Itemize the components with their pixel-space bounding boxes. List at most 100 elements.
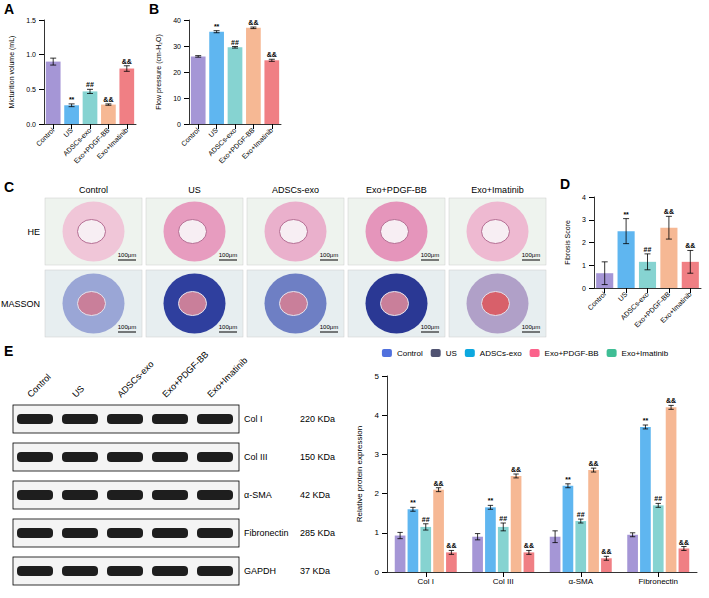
svg-text:220 KDa: 220 KDa — [300, 414, 335, 424]
svg-text:&&: && — [666, 397, 676, 404]
svg-text:5: 5 — [375, 372, 380, 381]
svg-text:100μm: 100μm — [522, 324, 540, 330]
svg-text:US: US — [617, 290, 629, 302]
svg-text:MASSON: MASSON — [1, 299, 40, 309]
svg-text:Fibronectin: Fibronectin — [244, 528, 289, 538]
svg-text:α-SMA: α-SMA — [568, 577, 593, 586]
svg-text:100μm: 100μm — [219, 324, 237, 330]
svg-text:US: US — [446, 349, 457, 358]
svg-text:&&: && — [679, 539, 689, 546]
svg-text:Exo+Imatinib: Exo+Imatinib — [622, 349, 669, 358]
svg-text:1: 1 — [582, 262, 586, 269]
svg-text:&&: && — [267, 51, 277, 58]
svg-text:285 KDa: 285 KDa — [300, 528, 335, 538]
svg-text:Control: Control — [586, 290, 607, 311]
svg-text:**: ** — [410, 499, 416, 506]
svg-text:1.0: 1.0 — [26, 51, 36, 58]
svg-text:Exo+PDGF-BB: Exo+PDGF-BB — [366, 185, 427, 195]
svg-text:&&: && — [664, 208, 674, 215]
svg-text:0.5: 0.5 — [26, 86, 36, 93]
svg-text:Micturition volume (mL): Micturition volume (mL) — [8, 36, 16, 109]
svg-text:0.0: 0.0 — [26, 121, 36, 128]
svg-text:##: ## — [422, 516, 430, 523]
svg-text:0: 0 — [177, 121, 181, 128]
svg-text:2: 2 — [582, 239, 586, 246]
svg-text:A: A — [4, 1, 14, 17]
svg-text:100μm: 100μm — [320, 324, 338, 330]
svg-text:3: 3 — [375, 450, 380, 459]
svg-text:ADSCs-exo: ADSCs-exo — [480, 349, 522, 358]
svg-text:US: US — [62, 126, 74, 138]
svg-text:Control: Control — [35, 126, 56, 147]
svg-text:100μm: 100μm — [320, 252, 338, 258]
svg-text:Col III: Col III — [493, 577, 514, 586]
svg-text:Exo+Imatinib: Exo+Imatinib — [96, 126, 130, 160]
svg-text:**: ** — [214, 23, 220, 30]
svg-text:100μm: 100μm — [421, 252, 439, 258]
svg-text:4: 4 — [582, 194, 586, 201]
svg-text:100μm: 100μm — [118, 324, 136, 330]
svg-text:Control: Control — [25, 372, 53, 400]
svg-text:##: ## — [86, 81, 94, 88]
svg-text:&&: && — [434, 480, 444, 487]
svg-text:40: 40 — [173, 17, 181, 24]
svg-text:Relative protein expression: Relative protein expression — [355, 426, 364, 523]
svg-text:Exo+PDGF-BB: Exo+PDGF-BB — [160, 349, 210, 399]
svg-text:Exo+Imatinib: Exo+Imatinib — [659, 290, 693, 324]
svg-text:150 KDa: 150 KDa — [300, 452, 335, 462]
svg-text:42 KDa: 42 KDa — [300, 490, 330, 500]
svg-text:&&: && — [122, 58, 132, 65]
svg-text:Exo+Imatinib: Exo+Imatinib — [471, 185, 523, 195]
svg-text:1: 1 — [375, 528, 380, 537]
svg-text:20: 20 — [173, 69, 181, 76]
svg-text:ADSCs-exo: ADSCs-exo — [272, 185, 319, 195]
svg-text:Control: Control — [397, 349, 423, 358]
svg-text:0: 0 — [375, 568, 380, 577]
svg-text:100μm: 100μm — [421, 324, 439, 330]
svg-text:GAPDH: GAPDH — [244, 566, 276, 576]
svg-text:Col I: Col I — [244, 414, 263, 424]
svg-text:ADSCs-exo: ADSCs-exo — [115, 359, 155, 399]
svg-text:##: ## — [499, 515, 507, 522]
svg-text:100μm: 100μm — [118, 252, 136, 258]
svg-text:37 KDa: 37 KDa — [300, 566, 330, 576]
svg-text:Flow pressure (cm-H₂O): Flow pressure (cm-H₂O) — [155, 34, 163, 109]
svg-text:##: ## — [231, 39, 239, 46]
svg-text:US: US — [70, 383, 86, 399]
svg-text:30: 30 — [173, 43, 181, 50]
svg-text:**: ** — [565, 476, 571, 483]
svg-text:&&: && — [511, 466, 521, 473]
svg-text:&&: && — [589, 460, 599, 467]
svg-text:10: 10 — [173, 95, 181, 102]
svg-text:&&: && — [248, 19, 258, 26]
svg-text:C: C — [4, 179, 14, 195]
svg-text:&&: && — [524, 542, 534, 549]
svg-text:Control: Control — [79, 185, 108, 195]
svg-text:0: 0 — [582, 285, 586, 292]
svg-text:1.5: 1.5 — [26, 17, 36, 24]
svg-text:&&: && — [601, 548, 611, 555]
svg-text:**: ** — [623, 211, 629, 218]
svg-text:Exo+PDGF-BB: Exo+PDGF-BB — [633, 290, 672, 329]
svg-text:Fibronectin: Fibronectin — [638, 577, 678, 586]
svg-text:100μm: 100μm — [219, 252, 237, 258]
svg-text:##: ## — [654, 495, 662, 502]
svg-text:Col III: Col III — [244, 452, 268, 462]
svg-text:D: D — [560, 176, 570, 192]
svg-text:**: ** — [488, 497, 494, 504]
svg-text:&&: && — [103, 96, 113, 103]
svg-text:Exo+Imatinib: Exo+Imatinib — [241, 126, 275, 160]
svg-text:Col I: Col I — [418, 577, 434, 586]
svg-text:US: US — [188, 185, 201, 195]
svg-text:Exo+Imatinib: Exo+Imatinib — [205, 355, 249, 399]
svg-text:&&: && — [446, 542, 456, 549]
svg-text:Control: Control — [180, 126, 201, 147]
svg-text:##: ## — [644, 246, 652, 253]
svg-text:**: ** — [69, 96, 75, 103]
svg-text:3: 3 — [582, 216, 586, 223]
svg-text:Exo+PDGF-BB: Exo+PDGF-BB — [545, 349, 599, 358]
svg-text:α-SMA: α-SMA — [244, 490, 272, 500]
svg-text:4: 4 — [375, 411, 380, 420]
svg-text:&&: && — [685, 242, 695, 249]
svg-text:Fibrosis Score: Fibrosis Score — [564, 220, 571, 265]
